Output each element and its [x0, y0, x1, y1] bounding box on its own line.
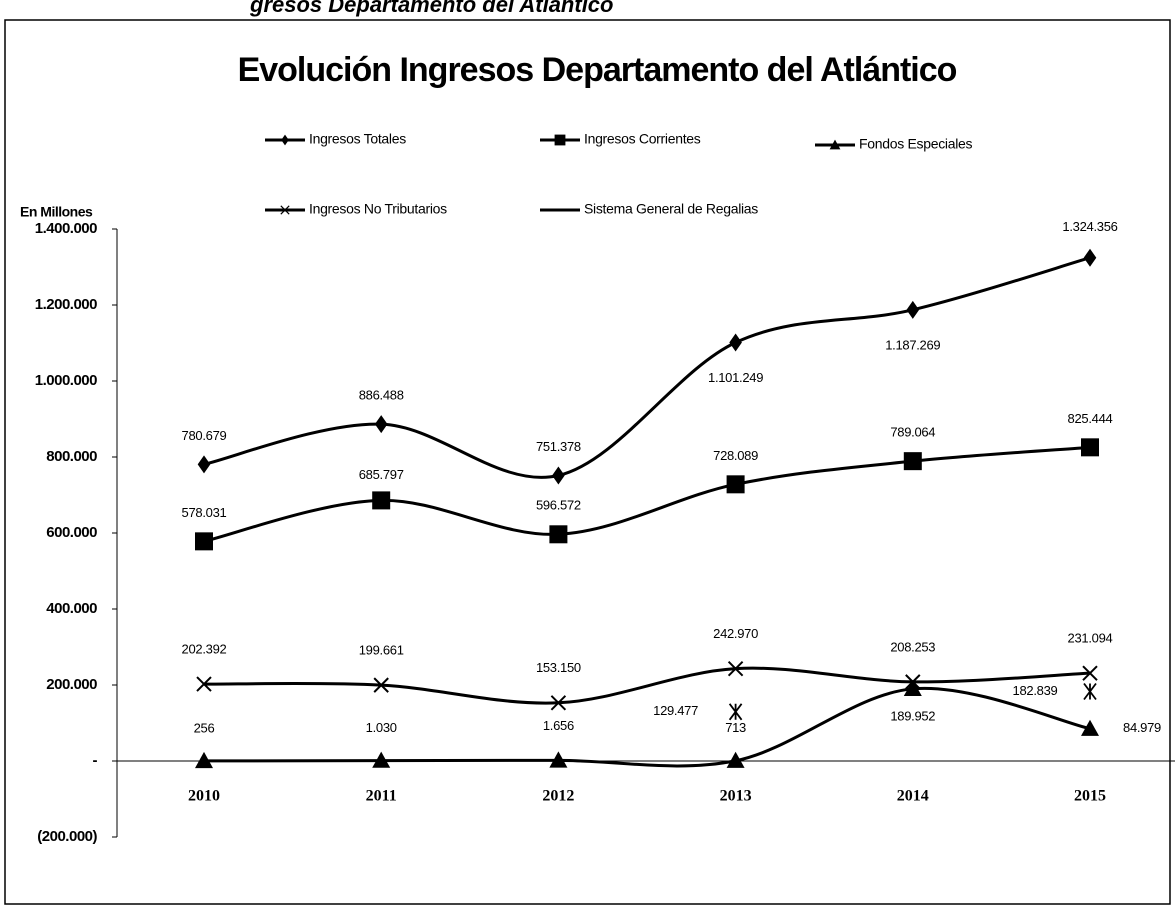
- legend-marker: [829, 139, 841, 150]
- data-label: 596.572: [536, 498, 581, 513]
- data-label: 208.253: [890, 639, 935, 654]
- data-label: 129.477: [653, 703, 698, 718]
- data-label: 199.661: [359, 643, 404, 658]
- data-label: 789.064: [890, 425, 935, 440]
- marker: [372, 491, 391, 510]
- chart-frame: [4, 19, 1171, 905]
- y-tick-label: (200.000): [37, 828, 97, 845]
- y-axis-label: En Millones: [20, 204, 93, 220]
- data-label: 1.324.356: [1062, 219, 1117, 234]
- y-tick-label: 200.000: [46, 676, 97, 693]
- marker: [549, 751, 568, 768]
- marker: [906, 300, 920, 319]
- data-label: 1.187.269: [885, 337, 940, 352]
- marker: [197, 455, 211, 474]
- x-tick-label: 2014: [897, 788, 929, 805]
- data-label: 84.979: [1123, 720, 1161, 735]
- y-tick-label: -: [93, 752, 98, 769]
- marker: [726, 475, 745, 494]
- line: [203, 666, 1091, 705]
- y-tick-label: 1.000.000: [35, 372, 97, 389]
- marker: [550, 695, 567, 711]
- marker: [1083, 682, 1097, 701]
- x-tick-label: 2011: [366, 788, 397, 805]
- data-label: 751.378: [536, 439, 581, 454]
- marker: [726, 751, 745, 768]
- data-label: 578.031: [182, 505, 227, 520]
- y-tick-label: 1.400.000: [35, 220, 97, 237]
- legend-label: Ingresos No Tributarios: [309, 201, 447, 217]
- data-label: 153.150: [536, 660, 581, 675]
- data-label: 886.488: [359, 388, 404, 403]
- y-tick-label: 400.000: [46, 600, 97, 617]
- marker: [372, 751, 391, 768]
- marker: [549, 525, 568, 544]
- marker: [552, 466, 565, 485]
- legend-marker: [554, 134, 566, 146]
- marker: [195, 532, 213, 551]
- x-tick-label: 2015: [1074, 788, 1106, 805]
- data-label: 231.094: [1068, 631, 1113, 646]
- marker: [1081, 438, 1099, 457]
- legend-marker: [280, 205, 290, 215]
- legend-label: Sistema General de Regalias: [584, 201, 758, 217]
- data-label: 189.952: [890, 708, 935, 723]
- data-label: 1.101.249: [708, 370, 763, 385]
- marker: [903, 452, 922, 471]
- marker: [196, 676, 212, 692]
- line: [203, 256, 1091, 479]
- legend-label: Fondos Especiales: [859, 136, 972, 152]
- x-tick-label: 2012: [542, 788, 574, 805]
- data-label: 728.089: [713, 448, 758, 463]
- data-label: 1.656: [543, 718, 574, 733]
- marker: [195, 751, 213, 769]
- data-label: 256: [194, 720, 215, 735]
- caption: gresos Departamento del Atlántico: [249, 0, 613, 17]
- y-tick-label: 600.000: [46, 524, 97, 541]
- legend-label: Ingresos Corrientes: [584, 131, 701, 147]
- line: [203, 686, 1091, 768]
- line: [203, 445, 1091, 543]
- x-tick-label: 2010: [188, 788, 220, 805]
- data-label: 202.392: [182, 642, 227, 657]
- data-label: 780.679: [182, 428, 227, 443]
- marker: [373, 677, 389, 693]
- data-label: 1.030: [366, 720, 397, 735]
- chart-title: Evolución Ingresos Departamento del Atlá…: [238, 51, 957, 89]
- marker: [1081, 719, 1099, 736]
- legend-marker: [281, 134, 289, 146]
- marker: [1082, 665, 1098, 681]
- legend-label: Ingresos Totales: [309, 131, 406, 147]
- data-label: 825.444: [1068, 411, 1113, 426]
- y-tick-label: 800.000: [46, 448, 97, 465]
- data-label: 713: [725, 720, 746, 735]
- x-tick-label: 2013: [720, 788, 752, 805]
- marker: [728, 703, 743, 721]
- data-label: 242.970: [713, 626, 758, 641]
- marker: [905, 674, 921, 690]
- marker: [1083, 248, 1097, 267]
- marker: [727, 660, 744, 677]
- data-label: 182.839: [1013, 683, 1058, 698]
- marker: [903, 679, 922, 697]
- marker: [374, 415, 388, 434]
- data-label: 685.797: [359, 467, 404, 482]
- y-tick-label: 1.200.000: [35, 296, 97, 313]
- marker: [729, 333, 742, 352]
